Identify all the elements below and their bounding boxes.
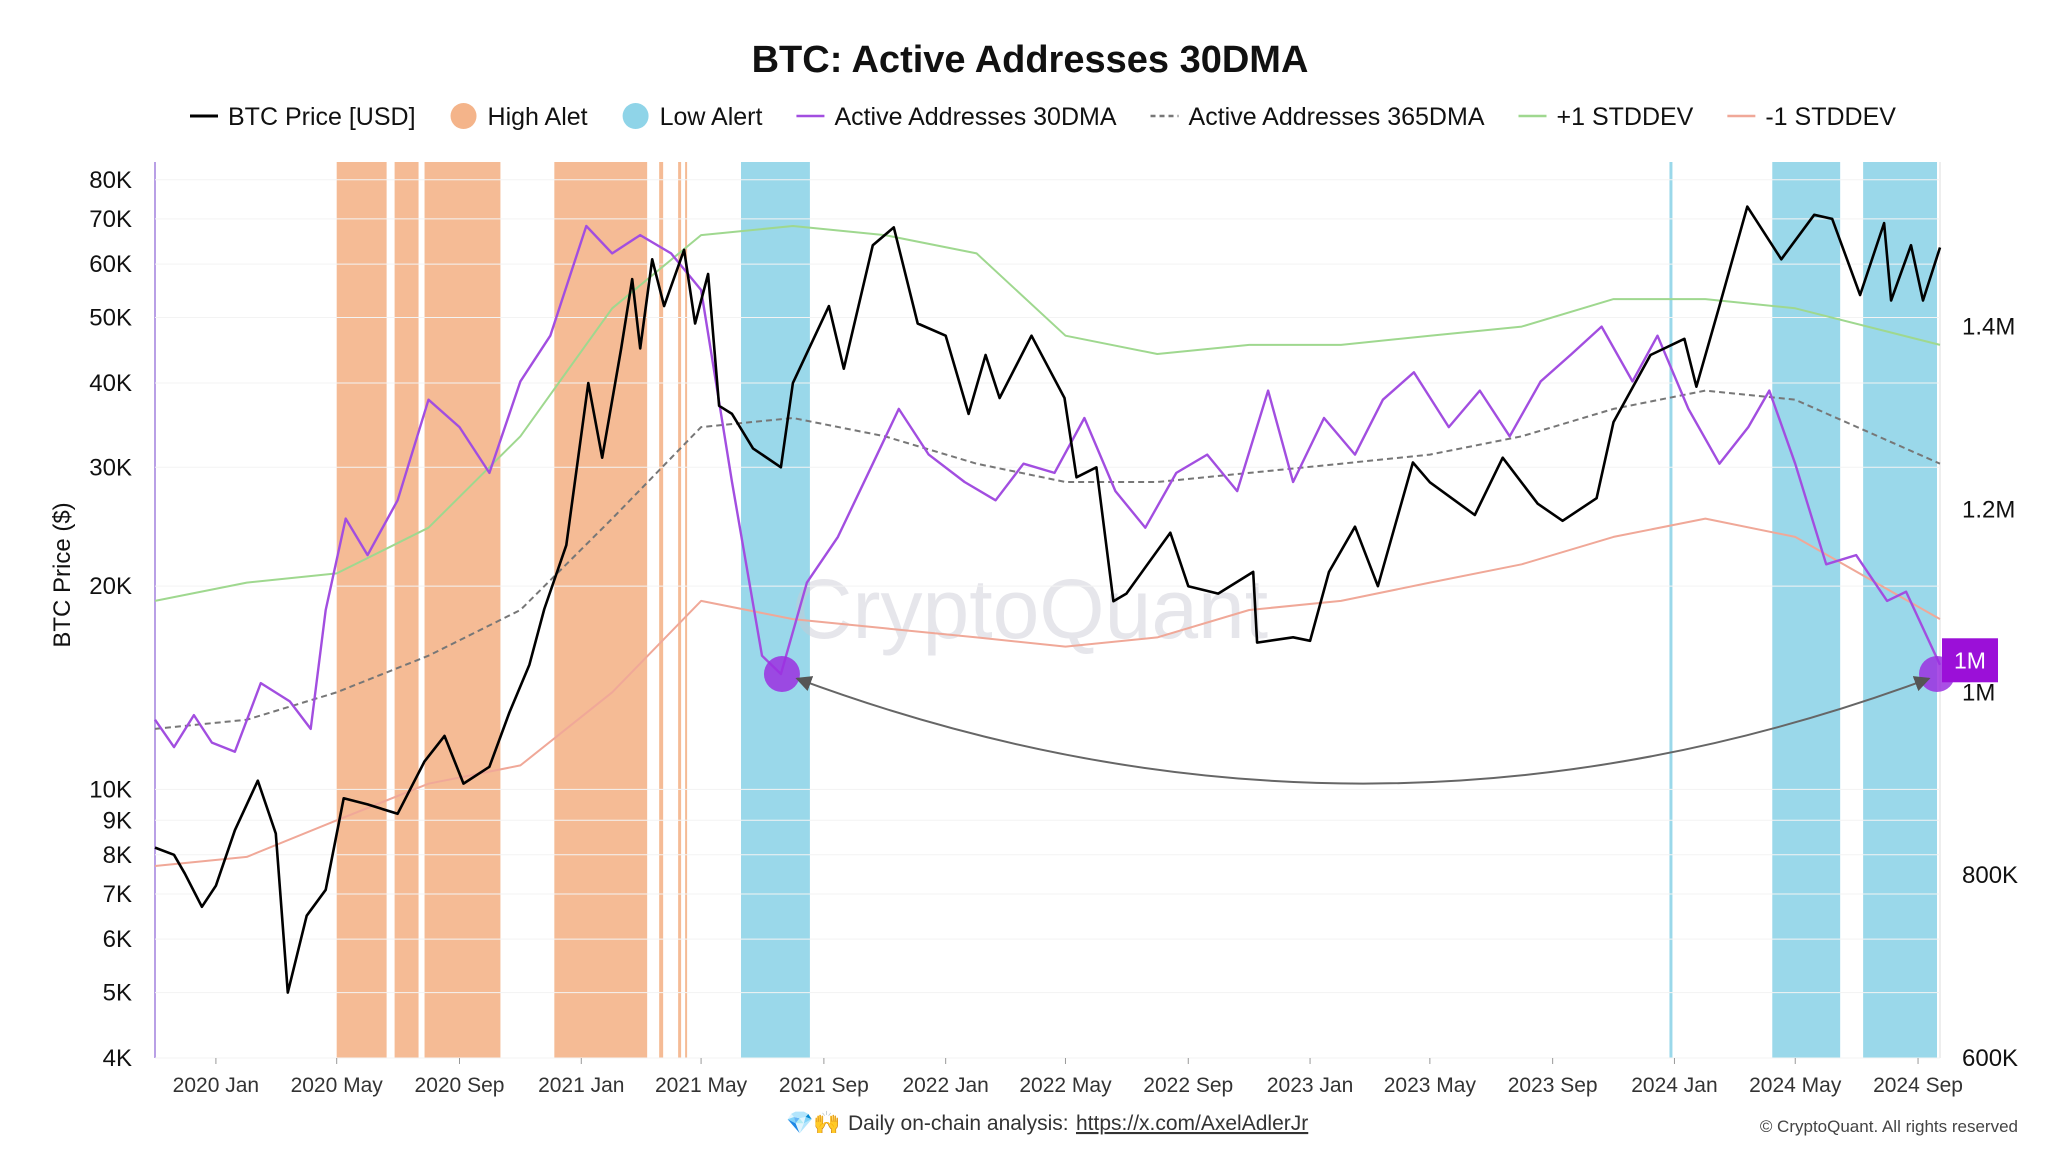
legend-label: +1 STDDEV <box>1557 103 1694 131</box>
y-right-tick-label: 600K <box>1962 1045 2018 1072</box>
y-right-tick-label: 800K <box>1962 862 2018 889</box>
y-left-tick-label: 30K <box>89 454 132 481</box>
x-tick-label: 2020 Jan <box>173 1074 259 1097</box>
series-line-1-stddev <box>154 225 1941 602</box>
current-value-badge <box>1942 638 1998 683</box>
x-tick-label: 2024 May <box>1749 1074 1842 1097</box>
legend-swatch <box>450 103 477 129</box>
y-left-tick-label: 80K <box>89 167 132 194</box>
series-line-active-addresses-30dma <box>154 224 1942 753</box>
y-left-tick-label: 7K <box>103 881 132 908</box>
high-alert-band <box>685 162 688 1058</box>
y-left-tick-label: 40K <box>89 370 132 397</box>
legend-label: Active Addresses 365DMA <box>1189 103 1485 131</box>
series <box>154 205 1942 994</box>
legend-label: Low Alert <box>660 103 763 131</box>
low-point-marker <box>763 656 800 692</box>
axes: 80K 70K 60K 50K 40K 30K 20K 10K 9K 8K 7K 6K 5K 4K 1.4M… <box>89 162 2018 1097</box>
x-tick-label: 2022 Jan <box>902 1074 988 1097</box>
x-tick-label: 2020 May <box>291 1074 384 1097</box>
x-tick-label: 2024 Sep <box>1873 1074 1963 1097</box>
legend-item-low-alert[interactable]: Low Alert <box>622 103 763 131</box>
alert-bands <box>336 162 1938 1058</box>
x-tick-label: 2021 May <box>655 1074 748 1097</box>
legend: BTC Price [USD] High Alet Low Alert Active … <box>190 103 1896 131</box>
diamond-hands-icon: 💎🙌 <box>786 1110 841 1135</box>
x-tick-label: 2022 May <box>1019 1074 1112 1097</box>
legend-item-active-addresses-30dma[interactable]: Active Addresses 30DMA <box>796 103 1117 131</box>
legend-item-1-stddev[interactable]: -1 STDDEV <box>1727 103 1896 131</box>
y-left-tick-label: 50K <box>89 305 132 332</box>
x-tick-label: 2021 Jan <box>538 1074 624 1097</box>
series-line-active-addresses-365dma <box>154 389 1941 730</box>
x-tick-label: 2022 Sep <box>1143 1074 1233 1097</box>
y-left-tick-label: 70K <box>89 206 132 233</box>
legend-swatch <box>622 103 649 129</box>
comparison-arrow <box>795 676 1931 785</box>
legend-item-btc-price-usd[interactable]: BTC Price [USD] <box>190 103 416 131</box>
footer: 💎🙌 Daily on-chain analysis: https://x.co… <box>786 1110 2018 1136</box>
y-right-tick-label: 1.2M <box>1962 496 2015 523</box>
y-left-tick-label: 20K <box>89 573 132 600</box>
footer-link[interactable]: https://x.com/AxelAdlerJr <box>1076 1112 1308 1135</box>
series-line-1-stddev <box>154 517 1941 867</box>
copyright: © CryptoQuant. All rights reserved <box>1760 1117 2018 1136</box>
high-alert-band <box>394 162 419 1058</box>
watermark: CryptoQuant <box>792 562 1268 656</box>
y-right-tick-label: 1M <box>1962 679 1995 706</box>
current-value-text: 1M <box>1954 647 1986 673</box>
y-left-tick-label: 8K <box>103 842 132 869</box>
high-alert-band <box>678 162 682 1058</box>
x-tick-label: 2021 Sep <box>779 1074 869 1097</box>
y-left-tick-label: 60K <box>89 251 132 278</box>
legend-item-1-stddev[interactable]: +1 STDDEV <box>1518 103 1694 131</box>
low-alert-band <box>1669 162 1673 1058</box>
footer-caption: Daily on-chain analysis: <box>848 1112 1069 1135</box>
high-alert-band <box>659 162 664 1058</box>
low-alert-band <box>1772 162 1841 1058</box>
x-tick-label: 2024 Jan <box>1631 1074 1717 1097</box>
series-line-btc-price-usd <box>154 205 1942 994</box>
high-alert-band <box>424 162 501 1058</box>
chart-title: BTC: Active Addresses 30DMA <box>752 39 1309 81</box>
y-left-tick-label: 9K <box>103 807 132 834</box>
high-alert-band <box>554 162 648 1058</box>
legend-label: Active Addresses 30DMA <box>834 103 1116 131</box>
x-tick-label: 2023 May <box>1384 1074 1477 1097</box>
legend-label: High Alet <box>488 103 588 131</box>
annotations: 1M <box>763 638 1998 785</box>
high-alert-band <box>336 162 387 1058</box>
y-axis-label: BTC Price ($) <box>49 502 76 647</box>
x-tick-label: 2023 Sep <box>1508 1074 1598 1097</box>
y-left-tick-label: 4K <box>103 1045 132 1072</box>
y-left-tick-label: 6K <box>103 926 132 953</box>
y-left-tick-label: 5K <box>103 980 132 1007</box>
legend-item-active-addresses-365dma[interactable]: Active Addresses 365DMA <box>1150 103 1485 131</box>
legend-label: BTC Price [USD] <box>228 103 416 131</box>
y-right-tick-label: 1.4M <box>1962 314 2015 341</box>
x-tick-label: 2023 Jan <box>1267 1074 1353 1097</box>
legend-label: -1 STDDEV <box>1765 103 1896 131</box>
legend-item-high-alet[interactable]: High Alet <box>450 103 588 131</box>
x-tick-label: 2020 Sep <box>415 1074 505 1097</box>
y-left-tick-label: 10K <box>89 776 132 803</box>
